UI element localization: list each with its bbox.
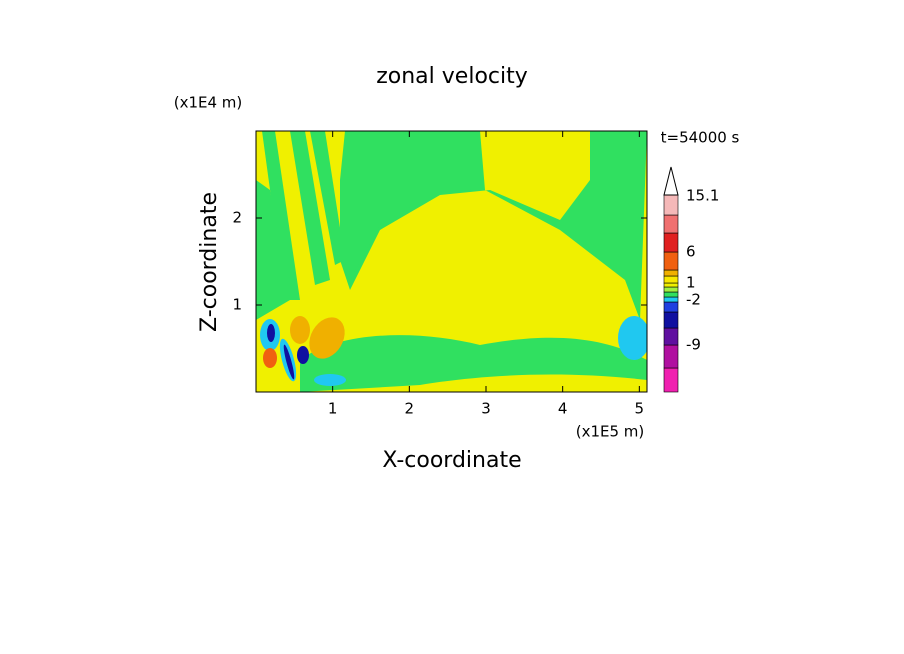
colorbar-label: -2 xyxy=(686,291,701,309)
chart-title: zonal velocity xyxy=(376,64,528,89)
colorbar-label: 6 xyxy=(686,243,696,261)
x-tick-label: 3 xyxy=(481,400,491,418)
colorbar-segment xyxy=(663,344,679,369)
y-tick-label: 2 xyxy=(232,209,242,227)
time-label: t=54000 s xyxy=(661,129,740,147)
y-unit: (x1E4 m) xyxy=(174,94,243,112)
colorbar-segment xyxy=(663,275,679,284)
colorbar-segment xyxy=(663,269,679,277)
colorbar-segment xyxy=(663,291,679,298)
colorbar-segment xyxy=(663,327,679,346)
colorbar-over-triangle xyxy=(663,166,679,196)
x-tick-label: 1 xyxy=(328,400,338,418)
x-tick-label: 2 xyxy=(405,400,415,418)
colorbar-segment xyxy=(663,282,679,288)
y-axis-label: Z-coordinate xyxy=(197,192,222,332)
colorbar-segment xyxy=(663,194,679,216)
x-unit: (x1E5 m) xyxy=(576,423,645,441)
colorbar-segment xyxy=(663,232,679,253)
colorbar-segment xyxy=(663,296,679,303)
colorbar-label: 15.1 xyxy=(686,187,719,205)
colorbar-label: -9 xyxy=(686,336,701,354)
colorbar-segment xyxy=(663,214,679,234)
y-tick-label: 1 xyxy=(232,296,242,314)
x-tick-label: 5 xyxy=(635,400,645,418)
x-tick-label: 4 xyxy=(558,400,568,418)
colorbar-segment xyxy=(663,301,679,313)
plot-frame xyxy=(255,130,648,393)
colorbar-segment xyxy=(663,311,679,329)
colorbar-segment xyxy=(663,251,679,271)
colorbar-segment xyxy=(663,286,679,293)
colorbar-segment xyxy=(663,367,679,393)
contour-field xyxy=(256,131,647,392)
x-axis-label: X-coordinate xyxy=(382,448,521,473)
colorbar-label: 1 xyxy=(686,274,696,292)
